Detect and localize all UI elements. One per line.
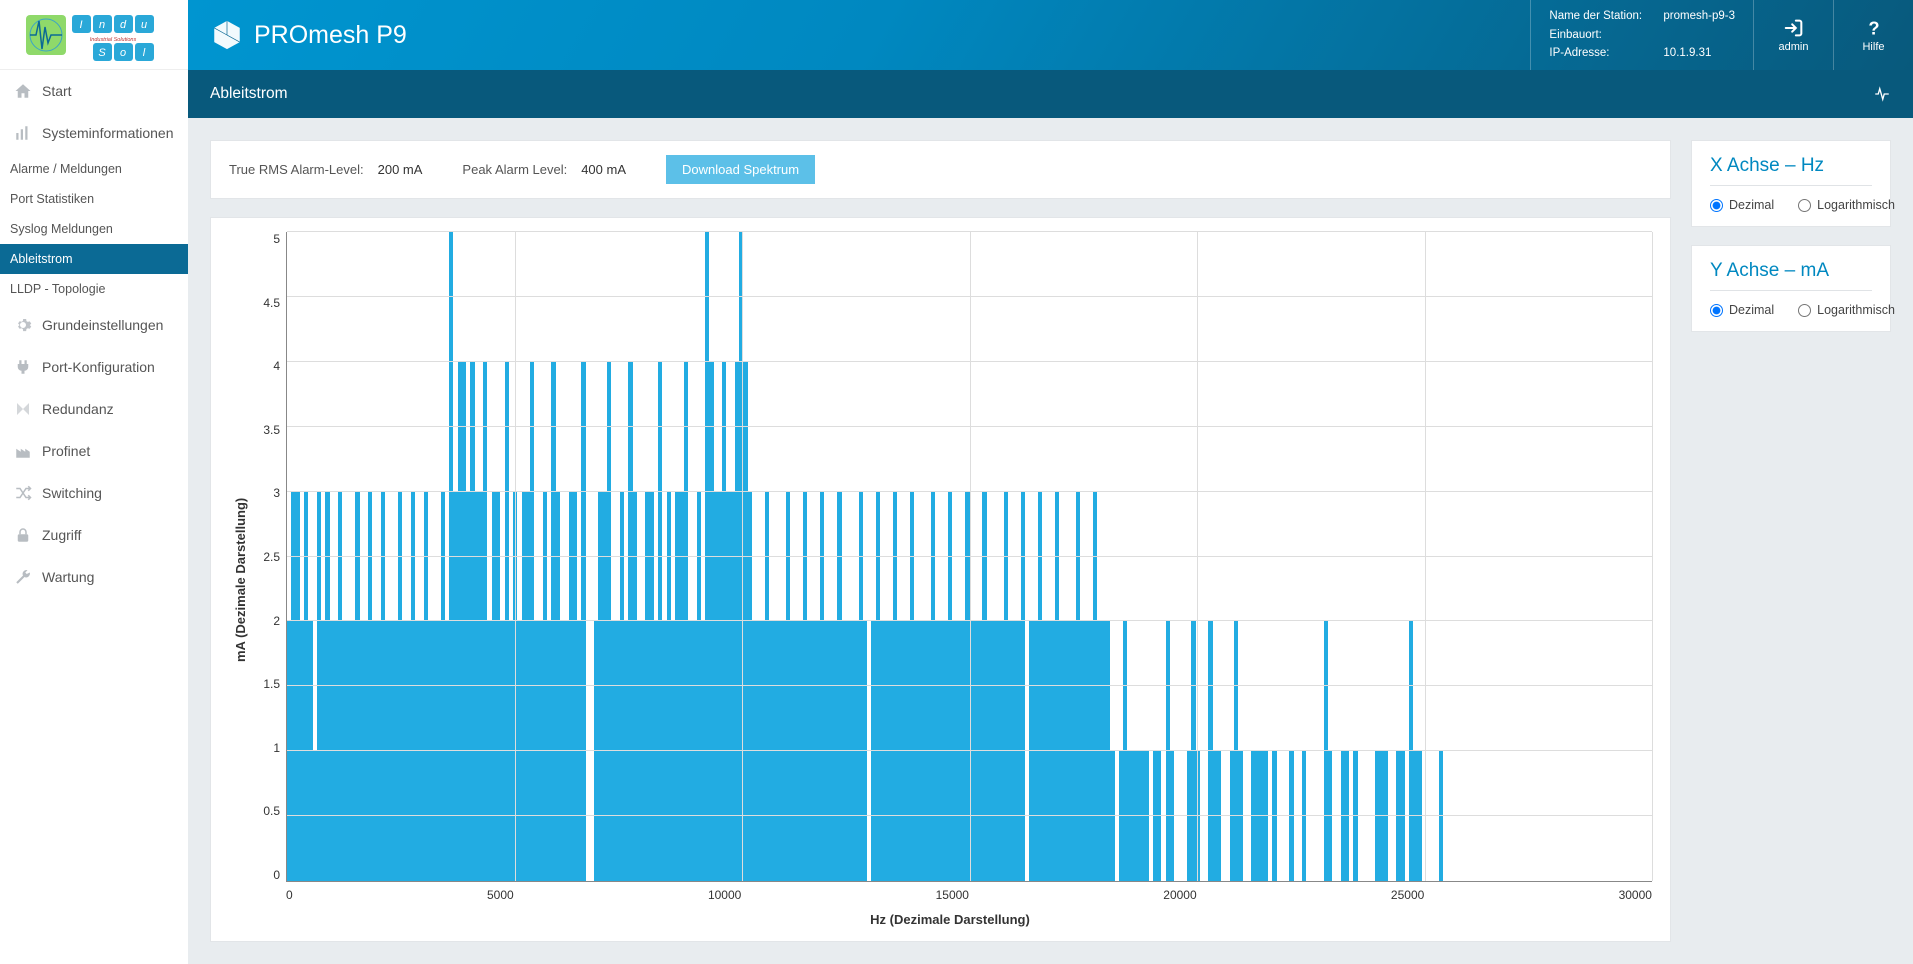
nav-label: Port-Konfiguration [42,359,155,375]
sidebar-item-start[interactable]: Start [0,70,188,112]
home-icon [14,82,32,100]
sidebar-item-profinet[interactable]: Profinet [0,430,188,472]
sidebar-item-zugriff[interactable]: Zugriff [0,514,188,556]
sidebar-item-sysinfo[interactable]: Systeminformationen [0,112,188,154]
sidebar-item-ableitstrom[interactable]: Ableitstrom [0,244,188,274]
x-axis-label: Hz (Dezimale Darstellung) [248,912,1652,927]
x-axis-ticks: 050001000015000200002500030000 [286,888,1652,902]
logo: I n d u Industrial Solutions S o l [0,0,188,70]
download-spektrum-button[interactable]: Download Spektrum [666,155,815,184]
svg-text:?: ? [1868,17,1879,38]
nav-label: Systeminformationen [42,125,174,141]
nav-label: Zugriff [42,527,81,543]
cube-icon [210,18,244,52]
svg-text:o: o [120,47,126,59]
y-log-radio[interactable]: Logarithmisch [1798,303,1895,317]
sidebar-item-redundanz[interactable]: Redundanz [0,388,188,430]
nav-label: Alarme / Meldungen [10,162,122,176]
content: True RMS Alarm-Level: 200 mA Peak Alarm … [188,118,1913,964]
sidebar-item-portkonfig[interactable]: Port-Konfiguration [0,346,188,388]
spectrum-chart: mA (Dezimale Darstellung) 54.543.532.521… [210,217,1671,942]
nav-label: Profinet [42,443,90,459]
nav-label: Syslog Meldungen [10,222,113,236]
nav-label: Ableitstrom [10,252,73,266]
gear-icon [14,316,32,334]
product-name: PROmesh P9 [254,21,407,50]
ip-label: IP-Adresse: [1549,44,1649,62]
peak-value: 400 mA [581,162,626,177]
y-axis-ticks: 54.543.532.521.510.50 [248,232,286,882]
nav-label: Redundanz [42,401,114,417]
page-header: Ableitstrom [188,70,1913,118]
nav-label: Start [42,83,72,99]
topbar: PROmesh P9 Name der Station: promesh-p9-3… [188,0,1913,70]
nav-label: LLDP - Topologie [10,282,105,296]
sidebar-item-alarms[interactable]: Alarme / Meldungen [0,154,188,184]
help-icon: ? [1863,17,1885,39]
sidebar-item-portstats[interactable]: Port Statistiken [0,184,188,214]
plug-icon [14,358,32,376]
sidebar-item-wartung[interactable]: Wartung [0,556,188,598]
nav-label: Grundeinstellungen [42,317,163,333]
sidebar-item-syslog[interactable]: Syslog Meldungen [0,214,188,244]
admin-button[interactable]: admin [1753,0,1833,70]
page-title: Ableitstrom [210,85,288,103]
sidebar-item-lldp[interactable]: LLDP - Topologie [0,274,188,304]
wrench-icon [14,568,32,586]
redundancy-icon [14,400,32,418]
peak-label: Peak Alarm Level: [462,162,567,177]
sidebar-item-switching[interactable]: Switching [0,472,188,514]
info-bar: True RMS Alarm-Level: 200 mA Peak Alarm … [210,140,1671,199]
rms-label: True RMS Alarm-Level: [229,162,364,177]
station-info: Name der Station: promesh-p9-3 Einbauort:… [1530,0,1753,71]
logout-icon [1783,17,1805,39]
rms-value: 200 mA [378,162,423,177]
sidebar: I n d u Industrial Solutions S o l Start… [0,0,188,964]
svg-text:u: u [141,19,147,31]
ip-value: 10.1.9.31 [1663,44,1711,62]
location-label: Einbauort: [1549,26,1649,44]
y-decimal-radio[interactable]: Dezimal [1710,303,1774,317]
activity-icon[interactable] [1873,85,1891,103]
x-axis-panel: X Achse – Hz Dezimal Logarithmisch [1691,140,1891,227]
main: PROmesh P9 Name der Station: promesh-p9-3… [188,0,1913,964]
y-axis-panel: Y Achse – mA Dezimal Logarithmisch [1691,245,1891,332]
x-log-radio[interactable]: Logarithmisch [1798,198,1895,212]
nav-label: Port Statistiken [10,192,94,206]
sidebar-item-grundeinstellungen[interactable]: Grundeinstellungen [0,304,188,346]
help-button[interactable]: ? Hilfe [1833,0,1913,70]
station-name-label: Name der Station: [1549,7,1649,25]
svg-text:Industrial Solutions: Industrial Solutions [90,37,137,43]
nav-label: Switching [42,485,102,501]
station-name-value: promesh-p9-3 [1663,7,1735,25]
admin-label: admin [1779,41,1809,53]
nav-label: Wartung [42,569,94,585]
x-axis-panel-title: X Achse – Hz [1710,155,1872,186]
svg-text:d: d [120,19,127,31]
svg-text:n: n [99,19,105,31]
brand: PROmesh P9 [210,18,407,52]
lock-icon [14,526,32,544]
svg-text:S: S [98,47,106,59]
y-axis-panel-title: Y Achse – mA [1710,260,1872,291]
chart-plot-area[interactable] [286,232,1652,882]
nav: Start Systeminformationen Alarme / Meldu… [0,70,188,964]
help-label: Hilfe [1862,41,1884,53]
y-axis-label: mA (Dezimale Darstellung) [229,232,248,927]
bars-icon [14,124,32,142]
svg-text:I: I [79,19,82,31]
factory-icon [14,442,32,460]
shuffle-icon [14,484,32,502]
x-decimal-radio[interactable]: Dezimal [1710,198,1774,212]
